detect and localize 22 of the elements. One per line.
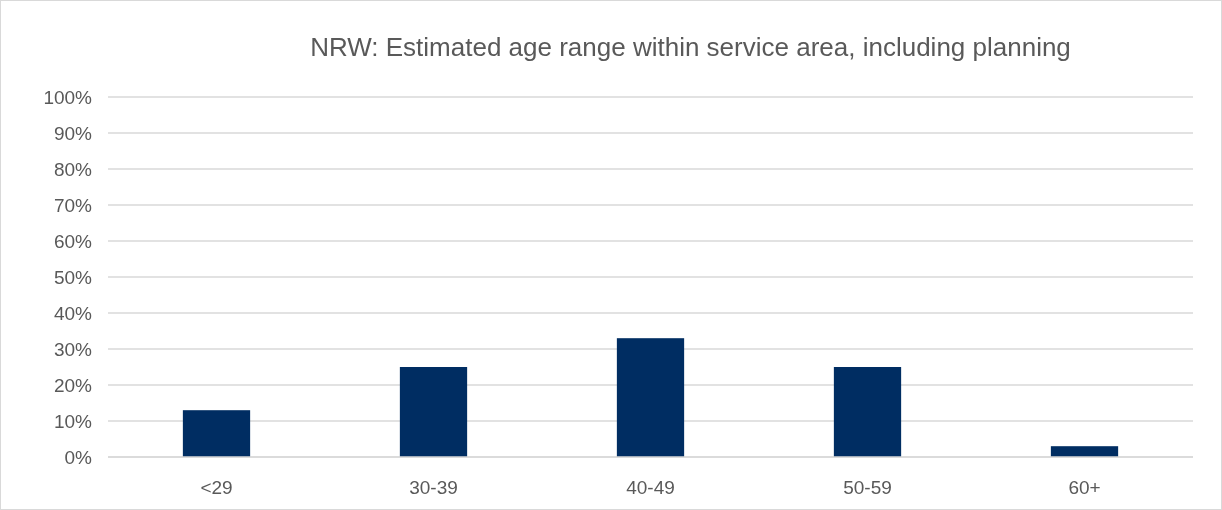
y-tick-label: 100% xyxy=(43,86,93,108)
bar xyxy=(182,410,251,457)
y-tick-label: 40% xyxy=(53,302,93,324)
bar xyxy=(616,338,685,457)
bar xyxy=(399,367,468,457)
y-tick-label: 90% xyxy=(53,122,93,144)
y-tick-label: 10% xyxy=(53,410,93,432)
x-tick-label: <29 xyxy=(200,477,233,498)
bar xyxy=(1050,446,1119,457)
y-tick-label: 20% xyxy=(53,374,93,396)
y-tick-label: 0% xyxy=(64,446,93,468)
x-tick-label: 30-39 xyxy=(409,477,458,498)
y-tick-label: 60% xyxy=(53,230,93,252)
x-tick-label: 60+ xyxy=(1068,477,1101,498)
chart-title: NRW: Estimated age range within service area, including planning xyxy=(310,32,1071,62)
y-tick-label: 80% xyxy=(53,158,93,180)
y-tick-label: 70% xyxy=(53,194,93,216)
bar xyxy=(833,367,902,457)
y-tick-label: 50% xyxy=(53,266,93,288)
x-tick-label: 40-49 xyxy=(626,477,675,498)
x-tick-label: 50-59 xyxy=(843,477,892,498)
y-tick-label: 30% xyxy=(53,338,93,360)
